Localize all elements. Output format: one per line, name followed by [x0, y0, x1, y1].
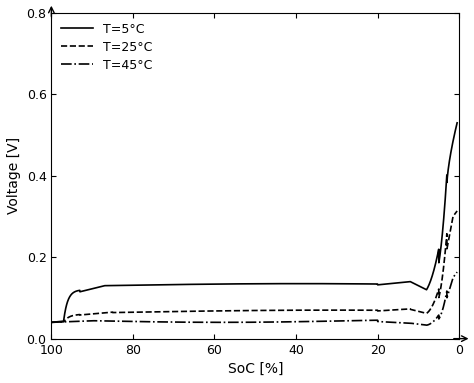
T=5°C	[447, 160, 452, 165]
T=25°C	[454, 209, 460, 213]
T=25°C	[447, 235, 452, 239]
T=45°C	[204, 320, 210, 325]
T=25°C	[402, 307, 408, 311]
T=45°C	[48, 320, 54, 325]
T=5°C	[119, 283, 125, 288]
T=45°C	[447, 288, 452, 292]
Line: T=5°C: T=5°C	[51, 123, 457, 322]
Legend: T=5°C, T=25°C, T=45°C: T=5°C, T=25°C, T=45°C	[58, 19, 156, 75]
T=45°C	[222, 320, 228, 325]
T=45°C	[454, 270, 460, 274]
T=45°C	[402, 321, 408, 325]
T=25°C	[204, 309, 210, 313]
Line: T=45°C: T=45°C	[51, 272, 457, 325]
T=5°C	[48, 320, 54, 325]
T=5°C	[402, 280, 408, 284]
T=5°C	[454, 121, 460, 125]
T=45°C	[95, 319, 100, 323]
T=25°C	[95, 311, 100, 316]
T=5°C	[204, 282, 210, 286]
T=25°C	[222, 309, 228, 313]
Y-axis label: Voltage [V]: Voltage [V]	[7, 137, 21, 214]
T=5°C	[95, 285, 100, 290]
Line: T=25°C: T=25°C	[51, 211, 457, 322]
T=5°C	[222, 282, 228, 286]
T=45°C	[424, 323, 429, 327]
T=25°C	[119, 310, 125, 315]
X-axis label: SoC [%]: SoC [%]	[228, 362, 283, 376]
T=45°C	[119, 319, 125, 324]
T=25°C	[48, 320, 54, 325]
